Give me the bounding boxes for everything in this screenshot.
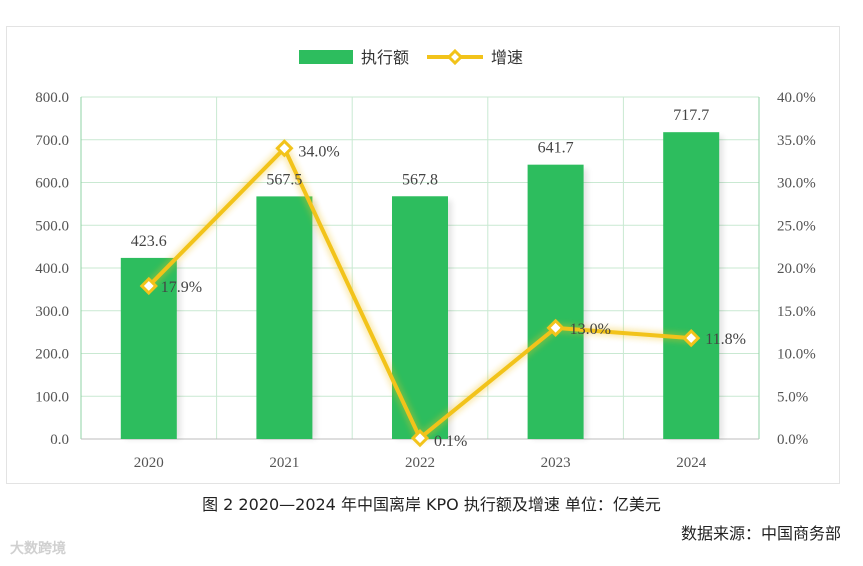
- line-marker: [275, 139, 294, 158]
- y-left-tick-label: 500.0: [35, 218, 69, 234]
- x-tick-label: 2024: [676, 455, 707, 471]
- y-right-tick-label: 0.0%: [777, 432, 808, 448]
- line-marker: [139, 276, 158, 296]
- x-tick-label: 2022: [405, 455, 435, 471]
- bar: [663, 132, 720, 439]
- line-value-label: 11.8%: [705, 331, 746, 348]
- y-left-tick-label: 100.0: [35, 389, 69, 405]
- y-right-tick-label: 35.0%: [777, 133, 816, 149]
- line-marker: [546, 318, 565, 337]
- legend-label-bar: 执行额: [361, 48, 409, 67]
- source-note: 数据来源：中国商务部: [680, 524, 841, 543]
- y-left-tick-label: 700.0: [35, 133, 69, 149]
- x-tick-label: 2021: [269, 455, 299, 471]
- bar-value-label: 717.7: [673, 107, 709, 124]
- y-left-tick-label: 0.0: [50, 432, 69, 448]
- y-left-tick-label: 600.0: [35, 176, 69, 192]
- y-right-tick-label: 30.0%: [777, 176, 816, 192]
- line-value-label: 34.0%: [298, 143, 339, 160]
- x-tick-label: 2023: [541, 455, 571, 471]
- bar-value-label: 567.8: [402, 171, 438, 188]
- y-right-tick-label: 40.0%: [777, 90, 816, 106]
- legend-swatch-bar: [299, 50, 353, 64]
- bar-value-label: 423.6: [131, 233, 167, 250]
- bar-value-label: 567.5: [266, 171, 302, 188]
- y-left-tick-label: 400.0: [35, 261, 69, 277]
- line-marker: [682, 328, 701, 348]
- legend-swatch-marker: [446, 48, 464, 66]
- y-right-tick-label: 20.0%: [777, 261, 816, 277]
- y-right-tick-label: 25.0%: [777, 218, 816, 234]
- bar-value-label: 641.7: [538, 140, 574, 157]
- figure-caption: 图 2 2020—2024 年中国离岸 KPO 执行额及增速 单位：亿美元: [202, 495, 661, 514]
- y-right-tick-label: 15.0%: [777, 304, 816, 320]
- line-value-label: 13.0%: [570, 321, 611, 338]
- bar: [256, 196, 313, 439]
- y-left-tick-label: 300.0: [35, 304, 69, 320]
- line-marker: [410, 429, 430, 448]
- y-left-tick-label: 200.0: [35, 347, 69, 363]
- y-right-tick-label: 10.0%: [777, 347, 816, 363]
- x-tick-label: 2020: [134, 455, 164, 471]
- chart-svg: 0.0 100.0 200.0 300.0 400.0 500.0 600.0 700.0 80…: [35, 48, 816, 471]
- chart-frame: 0.0 100.0 200.0 300.0 400.0 500.0 600.0 700.0 80…: [6, 26, 840, 484]
- watermark-text: 大数跨境: [10, 541, 66, 557]
- line-value-label: 0.1%: [434, 433, 467, 450]
- y-left-tick-label: 800.0: [35, 90, 69, 106]
- legend-label-line: 增速: [491, 48, 523, 67]
- bar: [527, 164, 584, 439]
- y-right-tick-label: 5.0%: [777, 389, 808, 405]
- line-value-label: 17.9%: [161, 279, 202, 296]
